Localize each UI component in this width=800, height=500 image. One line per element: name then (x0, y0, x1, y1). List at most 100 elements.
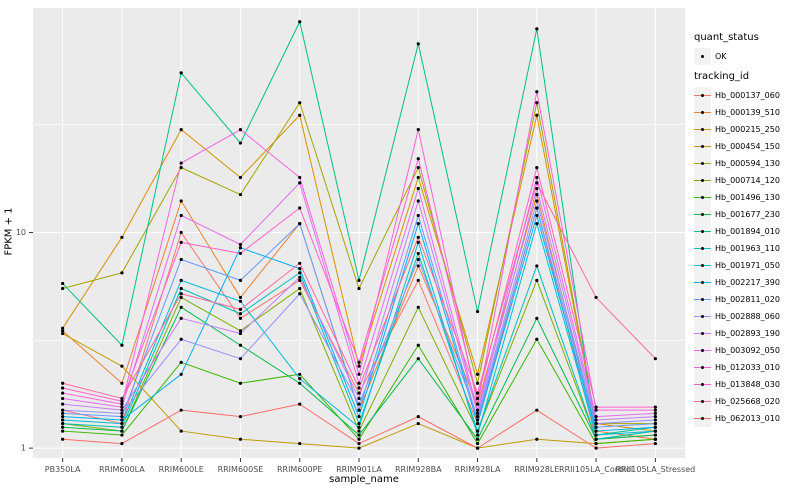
data-point (535, 175, 539, 180)
data-point (475, 381, 480, 385)
legend-key-swatch (694, 257, 711, 274)
data-point (179, 372, 183, 376)
legend-key-swatch (694, 291, 711, 308)
x-tick-label: RRIM600LE (159, 465, 204, 474)
data-point (416, 175, 420, 180)
legend-key-swatch (694, 308, 711, 325)
x-tick-label: RRII105LA_Control (559, 465, 633, 474)
data-point (238, 357, 243, 361)
data-point (298, 261, 302, 265)
data-point (357, 396, 361, 401)
data-point (416, 421, 420, 426)
data-point (535, 181, 539, 185)
legend-item: Hb_000594_130 (694, 155, 798, 172)
data-point (535, 213, 539, 218)
data-point (416, 42, 420, 46)
y-axis-title: FPKM + 1 (3, 207, 15, 256)
x-tick-label: RRIM928BA (395, 465, 442, 474)
data-point (179, 278, 183, 282)
legend-item: Hb_002217_390 (694, 274, 798, 291)
data-point (416, 235, 420, 239)
data-point (179, 337, 183, 341)
legend-item: Hb_025668_020 (694, 393, 798, 410)
data-point (238, 251, 243, 256)
data-point (120, 411, 124, 415)
data-point (120, 425, 124, 429)
data-point (535, 113, 539, 117)
legend-item-label: Hb_002893_190 (715, 329, 780, 338)
data-point (298, 372, 302, 376)
legend-item: Hb_002811_020 (694, 291, 798, 308)
legend-item: Hb_013848_030 (694, 376, 798, 393)
data-point (357, 437, 361, 441)
data-point (120, 408, 124, 412)
data-point (475, 446, 480, 450)
data-point (416, 305, 420, 309)
data-point (120, 271, 124, 275)
data-point (120, 402, 124, 406)
data-point (416, 213, 420, 218)
legend-item: Hb_001677_230 (694, 206, 798, 223)
data-point (594, 405, 598, 409)
data-point (238, 331, 243, 336)
data-point (653, 441, 657, 446)
data-point (653, 433, 657, 437)
data-point (179, 71, 183, 75)
x-tick-label: RRIM928LE (514, 465, 559, 474)
data-point (61, 425, 65, 429)
data-point (179, 166, 183, 170)
data-point (238, 312, 243, 316)
legend-item-label: Hb_002811_020 (715, 295, 780, 304)
legend-item: Hb_002888_060 (694, 308, 798, 325)
data-point (653, 411, 657, 415)
data-point (238, 175, 243, 180)
data-point (535, 90, 539, 94)
data-point (298, 271, 302, 275)
data-point (179, 199, 183, 203)
data-point (475, 411, 480, 415)
data-point (475, 408, 480, 412)
data-point (475, 421, 480, 426)
data-point (416, 257, 420, 262)
data-point (61, 415, 65, 419)
legend-key-swatch (694, 274, 711, 291)
data-point (238, 192, 243, 197)
legend-key-swatch (694, 359, 711, 376)
legend-item: Hb_000215_250 (694, 121, 798, 138)
data-point (238, 242, 243, 247)
data-point (61, 281, 65, 286)
data-point (120, 433, 124, 437)
data-point (179, 240, 183, 244)
data-point (179, 295, 183, 300)
data-point (475, 415, 480, 419)
legend-key-swatch (694, 240, 711, 257)
data-point (535, 101, 539, 105)
legend-item: Hb_002893_190 (694, 325, 798, 342)
legend: quant_status OK tracking_id Hb_000137_06… (694, 26, 798, 427)
data-point (298, 20, 302, 24)
x-tick-label: RRII105LA_Stressed (615, 465, 695, 474)
legend-item-label: Hb_000594_130 (715, 159, 780, 168)
data-point (535, 408, 539, 412)
legend-key-swatch (694, 87, 711, 104)
data-point (594, 425, 598, 429)
data-point (238, 246, 243, 250)
legend-key-swatch (694, 325, 711, 342)
data-point (120, 415, 124, 419)
data-point (179, 305, 183, 309)
data-point (653, 437, 657, 441)
legend-key-swatch (694, 342, 711, 359)
data-point (238, 343, 243, 347)
data-point (61, 396, 65, 401)
legend-item-label: Hb_013848_030 (715, 380, 780, 389)
legend-key-swatch (694, 121, 711, 138)
legend-item: Hb_003092_050 (694, 342, 798, 359)
data-point (357, 433, 361, 437)
legend-item-label: Hb_000215_250 (715, 125, 780, 134)
data-point (535, 316, 539, 320)
data-point (357, 381, 361, 385)
legend-item-label: Hb_000714_120 (715, 176, 780, 185)
data-point (416, 415, 420, 419)
data-point (357, 402, 361, 406)
